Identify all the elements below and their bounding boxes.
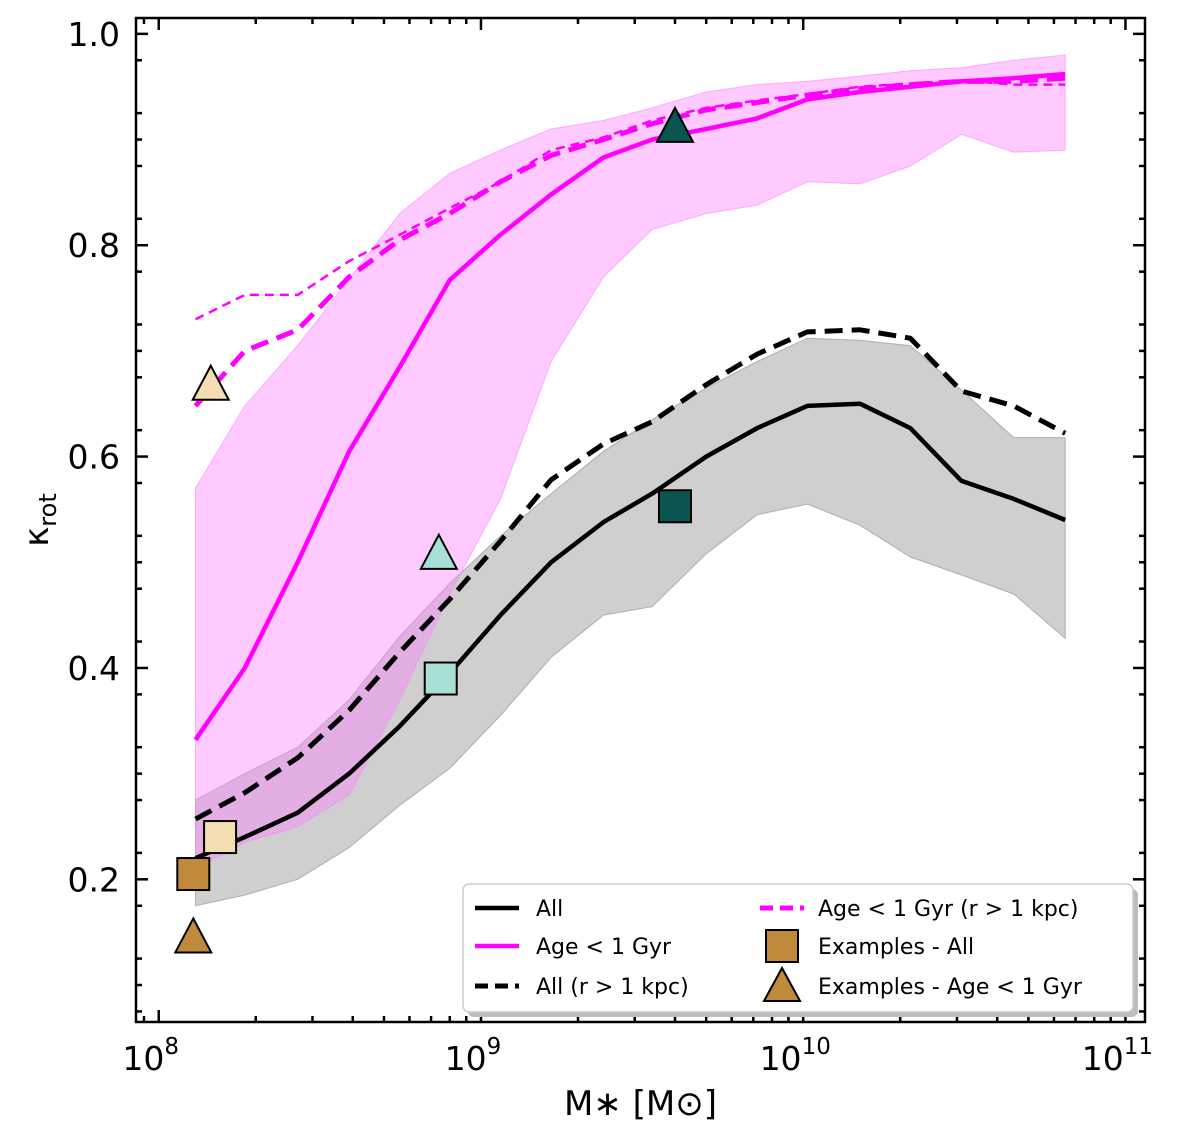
example-square-marker: [657, 489, 692, 524]
x-tick-label: 109: [445, 1034, 502, 1078]
legend-label: Examples - Age < 1 Gyr: [818, 975, 1083, 1000]
band-young-16-84: [195, 54, 1066, 870]
legend-label: Age < 1 Gyr (r > 1 kpc): [818, 897, 1079, 922]
example-square-marker: [176, 857, 211, 892]
y-tick-label: 0.2: [68, 860, 120, 899]
y-axis-title-sub: rot: [34, 493, 62, 526]
series-line-3: [193, 75, 1066, 408]
example-markers: [173, 105, 695, 954]
svg-text:κrot: κrot: [17, 493, 62, 546]
legend: All Age < 1 Gyr All (r > 1 kpc) Age < 1 Gyr…: [462, 883, 1138, 1017]
legend-handle-square: [765, 929, 799, 963]
x-tick-label: 1010: [760, 1034, 831, 1078]
band-all-16-84: [195, 337, 1066, 907]
series-line-0: [194, 401, 1067, 861]
legend-label: Age < 1 Gyr: [536, 935, 672, 960]
example-square-marker: [203, 820, 238, 855]
plot-frame: [134, 16, 1147, 1024]
x-tick-label: 108: [122, 1034, 179, 1078]
x-tick-label: 1011: [1082, 1034, 1153, 1078]
legend-label: All (r > 1 kpc): [536, 975, 689, 1000]
y-tick-label: 0.4: [68, 649, 120, 688]
example-triangle-marker: [419, 532, 459, 570]
series-line-2: [194, 327, 1067, 822]
y-tick-label: 1.0: [68, 15, 120, 54]
y-axis-title-main: κ: [17, 527, 57, 547]
y-tick-label: 0.8: [68, 226, 120, 265]
legend-handle-triangle: [762, 965, 802, 1002]
legend-label: Examples - All: [818, 935, 974, 960]
series-lines: [193, 71, 1067, 861]
example-triangle-marker: [191, 363, 231, 401]
x-axis-title: M∗ [M⊙]: [564, 1084, 717, 1124]
tick-labels: 108 109 1010 1011 0.2 0.4 0.6 0.8 1.0: [68, 15, 1154, 1078]
y-axis-title: κrot: [17, 493, 62, 546]
example-square-marker: [423, 661, 458, 696]
example-triangle-marker: [173, 916, 213, 954]
legend-label: All: [536, 897, 563, 922]
example-triangle-marker: [655, 105, 695, 143]
y-tick-label: 0.6: [68, 438, 120, 477]
confidence-bands: [195, 54, 1066, 907]
